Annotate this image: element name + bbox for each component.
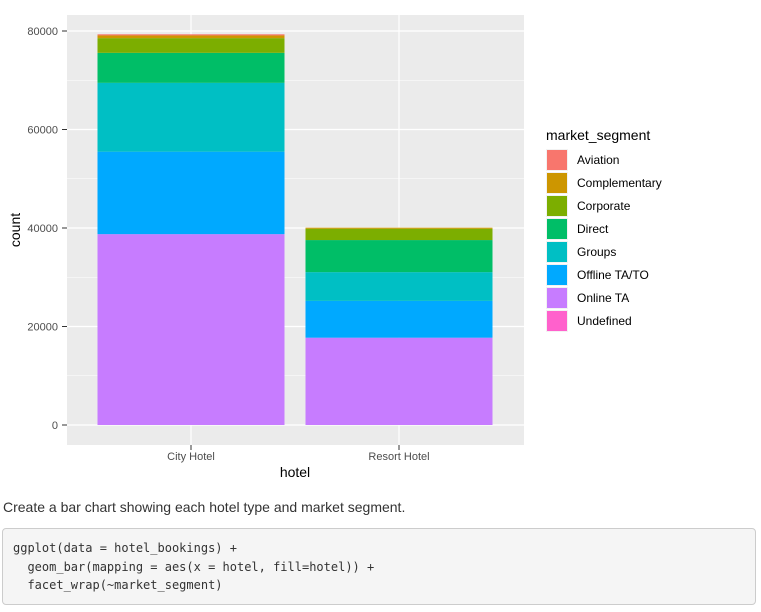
bar-segment bbox=[305, 227, 493, 229]
bar-segment bbox=[97, 34, 285, 36]
legend-label: Corporate bbox=[577, 199, 631, 213]
bar-segment bbox=[305, 300, 493, 338]
legend-title: market_segment bbox=[546, 127, 650, 143]
legend: Aviation Complementary Corporate Direct Grou… bbox=[546, 149, 662, 332]
y-tick-label: 80000 bbox=[27, 26, 58, 38]
y-tick-label: 0 bbox=[52, 420, 58, 432]
legend-swatch bbox=[547, 173, 567, 193]
y-tick-label: 20000 bbox=[27, 322, 58, 334]
bar-segment bbox=[305, 228, 493, 241]
bar-segment bbox=[305, 337, 493, 425]
legend-swatch bbox=[547, 196, 567, 216]
bars bbox=[97, 34, 493, 425]
x-axis: City Hotel Resort Hotel bbox=[167, 445, 430, 463]
stacked-bar-chart: 0 20000 40000 60000 80000 City Hotel Resort H… bbox=[7, 15, 662, 480]
y-tick-label: 60000 bbox=[27, 125, 58, 137]
legend-label: Direct bbox=[577, 222, 609, 236]
legend-label: Groups bbox=[577, 245, 616, 259]
legend-swatch bbox=[547, 219, 567, 239]
x-axis-title: hotel bbox=[280, 464, 310, 480]
x-tick-label: City Hotel bbox=[167, 451, 215, 463]
bar-segment bbox=[97, 151, 285, 235]
y-axis-title: count bbox=[7, 213, 23, 247]
code-line: ggplot(data = hotel_bookings) + bbox=[13, 541, 237, 555]
bar-segment bbox=[97, 35, 285, 39]
legend-label: Offline TA/TO bbox=[577, 268, 649, 282]
bar-segment bbox=[97, 38, 285, 53]
legend-swatch bbox=[547, 242, 567, 262]
legend-label: Complementary bbox=[577, 176, 662, 190]
x-tick-label: Resort Hotel bbox=[368, 451, 429, 463]
legend-swatch bbox=[547, 150, 567, 170]
y-axis: 0 20000 40000 60000 80000 bbox=[27, 26, 67, 432]
description-text: Create a bar chart showing each hotel ty… bbox=[3, 499, 406, 515]
bar-segment bbox=[97, 234, 285, 425]
bar-segment bbox=[97, 52, 285, 83]
legend-label: Aviation bbox=[577, 153, 619, 167]
legend-label: Online TA bbox=[577, 291, 629, 305]
code-block: ggplot(data = hotel_bookings) + geom_bar… bbox=[2, 528, 756, 605]
y-tick-label: 40000 bbox=[27, 223, 58, 235]
legend-swatch bbox=[547, 265, 567, 285]
code-line: geom_bar(mapping = aes(x = hotel, fill=h… bbox=[13, 559, 375, 574]
code-line: facet_wrap(~market_segment) bbox=[13, 578, 223, 592]
bar-segment bbox=[97, 82, 285, 152]
legend-swatch bbox=[547, 288, 567, 308]
legend-label: Undefined bbox=[577, 314, 632, 328]
legend-swatch bbox=[547, 311, 567, 331]
bar-segment bbox=[305, 272, 493, 301]
bar-segment bbox=[305, 240, 493, 273]
